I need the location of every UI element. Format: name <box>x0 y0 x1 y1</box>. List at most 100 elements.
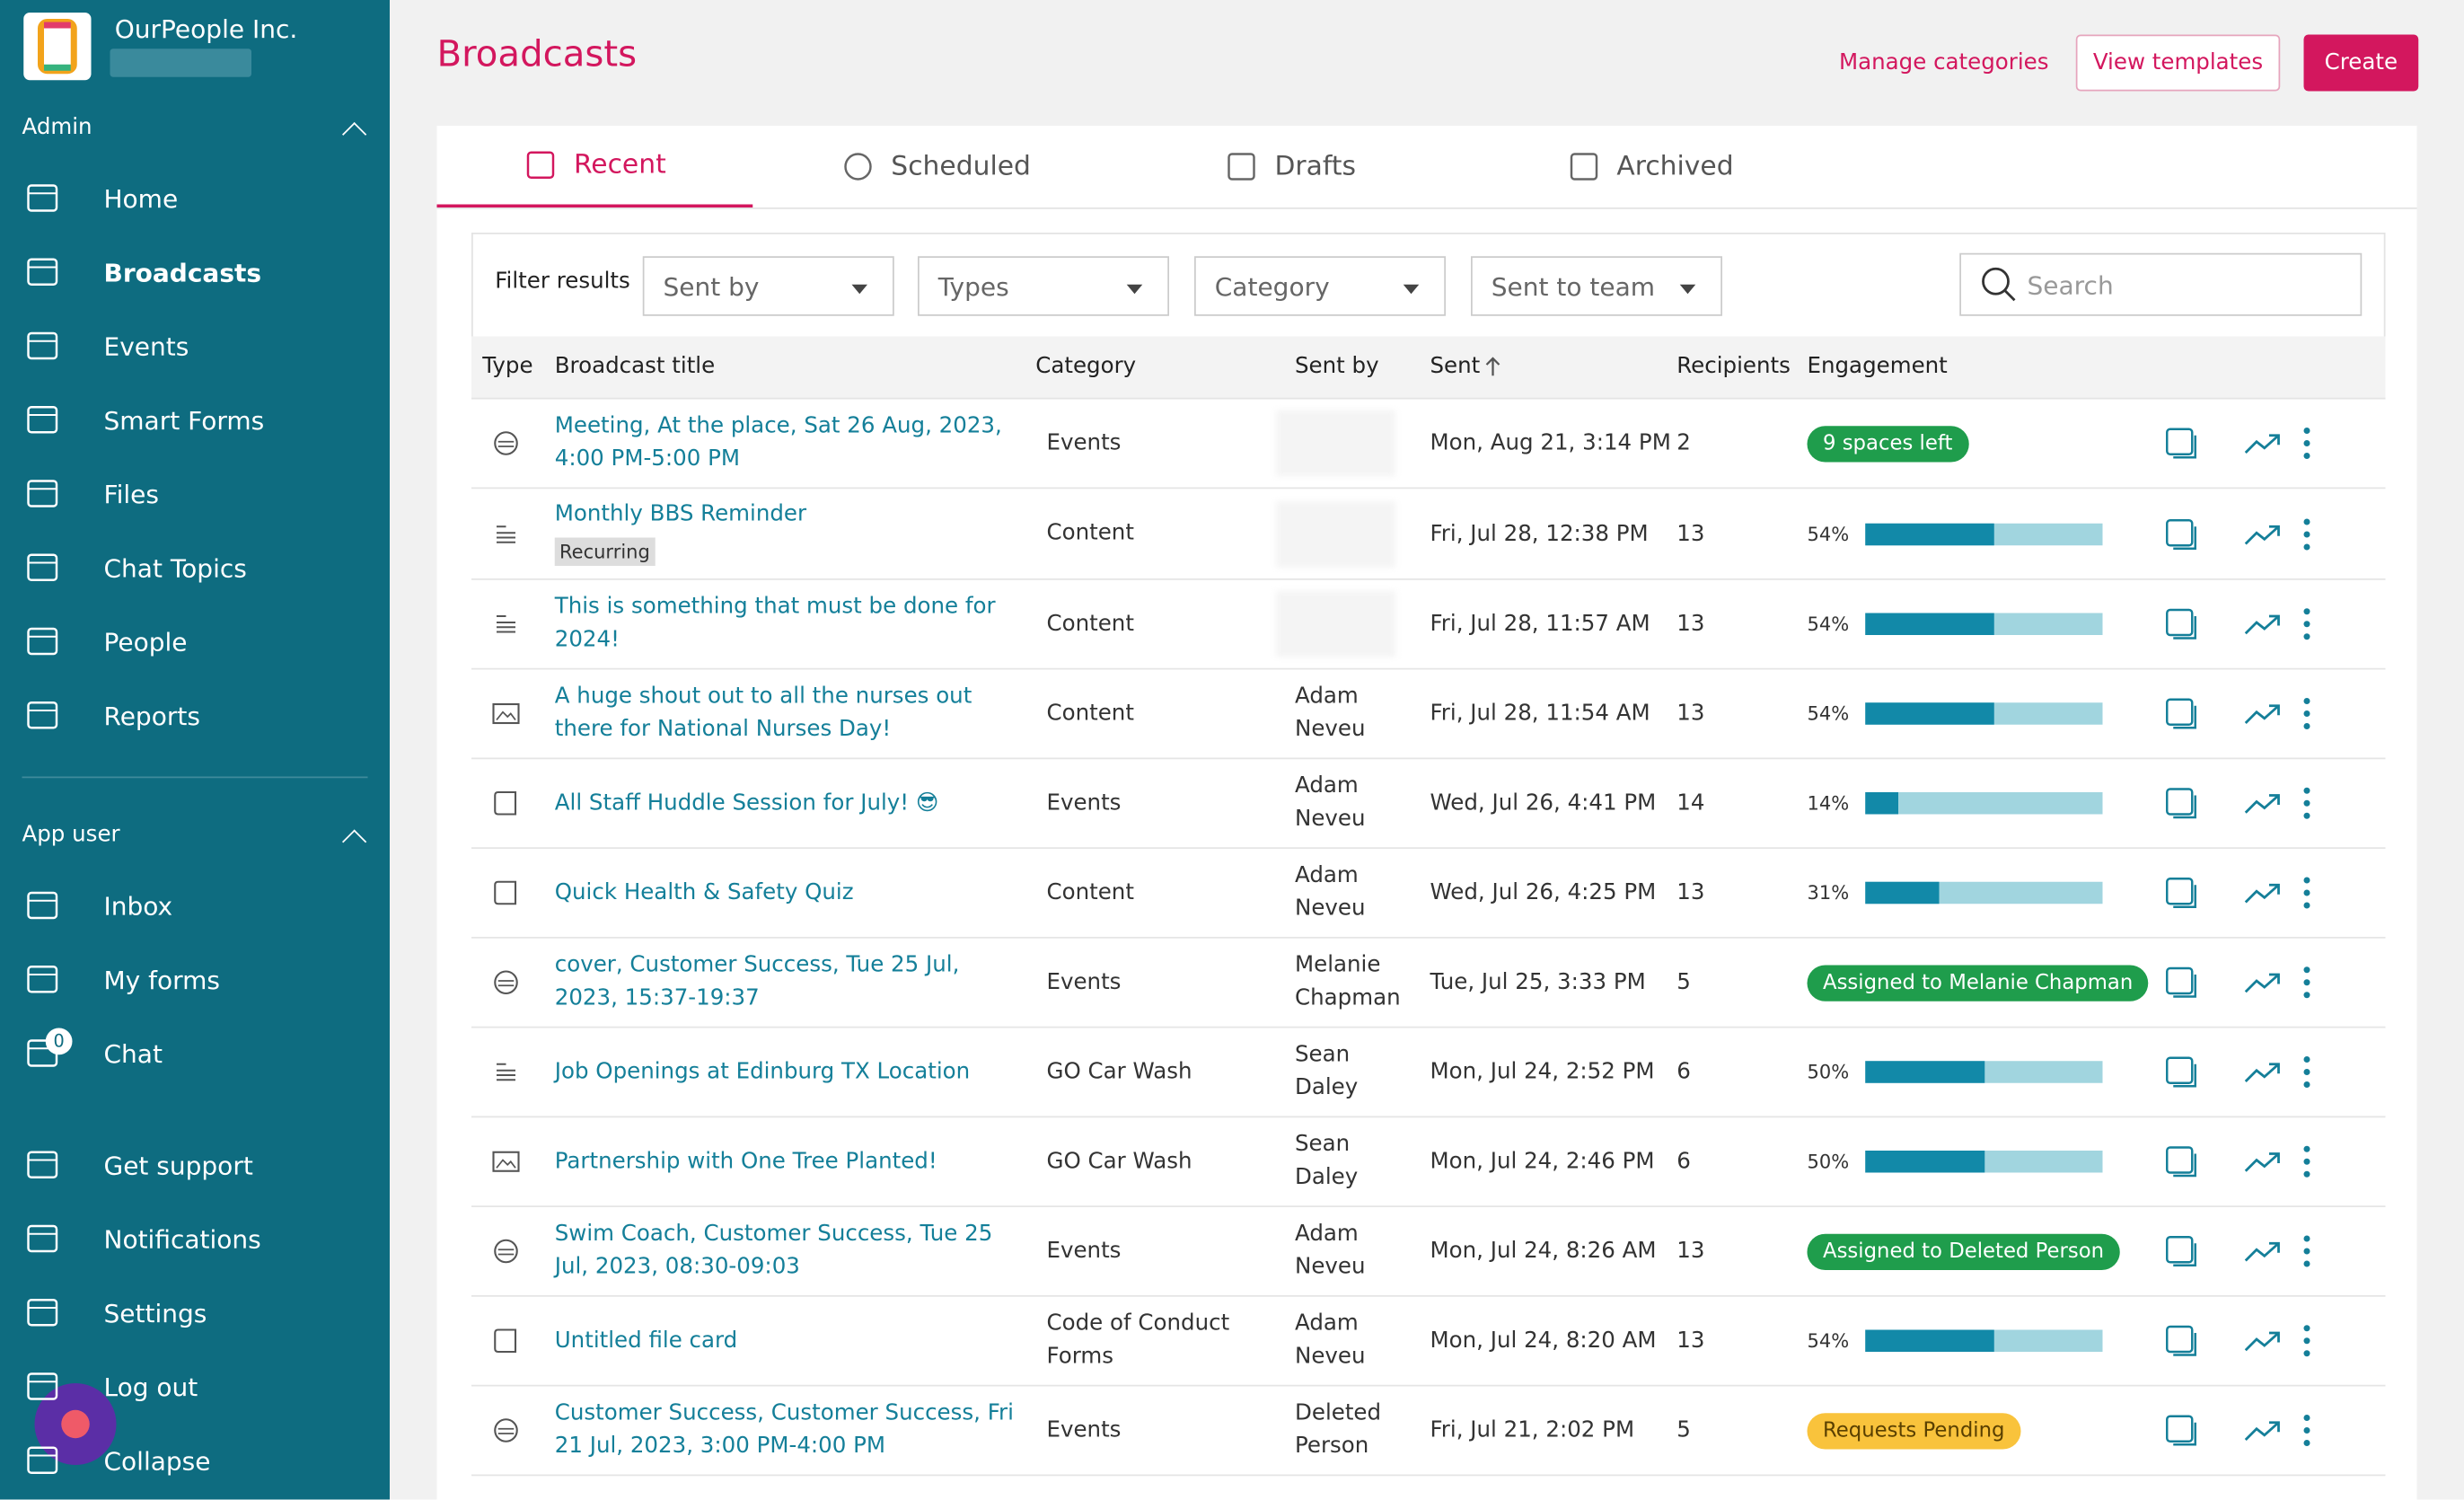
stats-icon[interactable] <box>2242 1236 2284 1267</box>
copy-icon[interactable] <box>2162 1143 2200 1180</box>
nav-item[interactable]: Collapse <box>0 1429 390 1492</box>
stats-icon[interactable] <box>2242 518 2284 550</box>
sent-by: Sean Daley <box>1295 1042 1359 1100</box>
title-cell: Partnership with One Tree Planted! <box>555 1135 1020 1187</box>
table-row: Customer Success, Customer Success, Fri … <box>471 1387 2386 1477</box>
collapse-chevron[interactable] <box>342 829 367 854</box>
broadcast-title[interactable]: Partnership with One Tree Planted! <box>554 1148 937 1174</box>
more-menu[interactable] <box>2299 1234 2315 1269</box>
engagement-track <box>1865 792 2103 815</box>
nav-item[interactable]: Log out <box>0 1355 390 1418</box>
nav-item[interactable]: Events <box>0 314 390 377</box>
nav-item[interactable]: People <box>0 610 390 673</box>
copy-icon[interactable] <box>2162 425 2200 463</box>
broadcast-title[interactable]: cover, Customer Success, Tue 25 Jul, 202… <box>554 952 960 1011</box>
nav-item[interactable]: Home <box>0 167 390 230</box>
nav-item[interactable]: Notifications <box>0 1207 390 1270</box>
more-menu[interactable] <box>2299 607 2315 642</box>
broadcast-title[interactable]: Job Openings at Edinburg TX Location <box>554 1058 971 1084</box>
filter-dropdown[interactable]: Sent to team <box>1471 256 1722 316</box>
more-menu[interactable] <box>2299 966 2315 1001</box>
recipients: 13 <box>1676 701 1705 727</box>
filter-dropdown[interactable]: Types <box>918 256 1169 316</box>
copy-icon[interactable] <box>2162 964 2200 1001</box>
sent-date: Wed, Jul 26, 4:41 PM <box>1430 790 1657 816</box>
copy-icon[interactable] <box>2162 695 2200 733</box>
stats-icon[interactable] <box>2242 966 2284 998</box>
stats-icon[interactable] <box>2242 608 2284 640</box>
broadcast-title[interactable]: Untitled file card <box>554 1327 738 1353</box>
section-label[interactable]: App user <box>22 822 120 848</box>
stats-icon[interactable] <box>2242 1146 2284 1178</box>
copy-icon[interactable] <box>2162 605 2200 643</box>
nav-label: People <box>103 626 188 657</box>
copy-icon[interactable] <box>2162 1412 2200 1450</box>
create-button[interactable]: Create <box>2303 34 2419 92</box>
more-menu[interactable] <box>2299 426 2315 461</box>
tab[interactable]: Recent <box>436 126 753 207</box>
more-menu[interactable] <box>2299 696 2315 731</box>
stats-icon[interactable] <box>2242 428 2284 459</box>
column-header[interactable]: Broadcast title <box>554 353 716 379</box>
broadcast-title[interactable]: All Staff Huddle Session for July! 😎 <box>554 790 939 816</box>
stats-icon[interactable] <box>2242 1415 2284 1446</box>
nav-item[interactable]: Get support <box>0 1134 390 1196</box>
nav-item[interactable]: Broadcasts <box>0 241 390 304</box>
nav-item[interactable]: Chat Topics <box>0 536 390 599</box>
engagement-percent: 50% <box>1807 1151 1850 1173</box>
section-label[interactable]: Admin <box>22 114 92 140</box>
filter-dropdown[interactable]: Category <box>1194 256 1446 316</box>
nav-item[interactable]: Files <box>0 463 390 525</box>
copy-icon[interactable] <box>2162 1232 2200 1270</box>
nav-item[interactable]: Chat 0 <box>0 1022 390 1085</box>
recipients: 13 <box>1676 1239 1705 1264</box>
more-menu[interactable] <box>2299 1054 2315 1090</box>
stats-icon[interactable] <box>2242 788 2284 819</box>
column-header[interactable]: Recipients <box>1676 353 1791 379</box>
nav-label: Events <box>103 331 189 361</box>
stats-icon[interactable] <box>2242 1056 2284 1088</box>
recipients: 6 <box>1676 1059 1691 1085</box>
copy-icon[interactable] <box>2162 1054 2200 1091</box>
column-header: Type <box>482 353 533 379</box>
nav-item[interactable]: Reports <box>0 684 390 746</box>
collapse-chevron[interactable] <box>342 122 367 147</box>
nav-item[interactable]: Smart Forms <box>0 388 390 451</box>
stats-icon[interactable] <box>2242 878 2284 909</box>
broadcast-title[interactable]: Monthly BBS Reminder <box>554 501 807 527</box>
more-menu[interactable] <box>2299 516 2315 551</box>
assistant-bubble[interactable] <box>34 1383 117 1465</box>
stats-icon[interactable] <box>2242 1325 2284 1356</box>
recipients: 13 <box>1676 1328 1705 1354</box>
broadcast-title[interactable]: This is something that must be done for … <box>554 594 996 653</box>
broadcast-title[interactable]: Quick Health & Safety Quiz <box>554 879 854 905</box>
column-header[interactable]: Sent by <box>1295 353 1379 379</box>
tab[interactable]: Drafts <box>1119 126 1462 207</box>
manage-categories-button[interactable]: Manage categories <box>1838 50 2049 75</box>
nav-item[interactable]: My forms <box>0 948 390 1010</box>
stats-icon[interactable] <box>2242 698 2284 729</box>
more-menu[interactable] <box>2299 1324 2315 1359</box>
tab[interactable]: Scheduled <box>752 126 1119 207</box>
nav-item[interactable]: Inbox <box>0 874 390 937</box>
more-menu[interactable] <box>2299 876 2315 911</box>
more-menu[interactable] <box>2299 1144 2315 1179</box>
copy-icon[interactable] <box>2162 784 2200 822</box>
copy-icon[interactable] <box>2162 1322 2200 1360</box>
tab[interactable]: Archived <box>1462 126 1839 207</box>
more-menu[interactable] <box>2299 786 2315 821</box>
broadcast-title[interactable]: A huge shout out to all the nurses out t… <box>554 684 972 742</box>
filter-dropdown[interactable]: Sent by <box>642 256 894 316</box>
view-templates-button[interactable]: View templates <box>2075 34 2281 92</box>
nav-item[interactable]: Settings <box>0 1281 390 1344</box>
broadcast-title[interactable]: Meeting, At the place, Sat 26 Aug, 2023,… <box>554 413 1002 472</box>
search-input[interactable]: Search <box>1959 252 2363 316</box>
copy-icon[interactable] <box>2162 515 2200 552</box>
column-header[interactable]: Category <box>1035 353 1137 379</box>
broadcast-title[interactable]: Swim Coach, Customer Success, Tue 25 Jul… <box>554 1221 993 1280</box>
column-header[interactable]: Sent <box>1430 353 1481 379</box>
more-menu[interactable] <box>2299 1413 2315 1448</box>
copy-icon[interactable] <box>2162 874 2200 912</box>
column-header[interactable]: Engagement <box>1807 353 1948 379</box>
broadcast-title[interactable]: Customer Success, Customer Success, Fri … <box>554 1400 1014 1459</box>
